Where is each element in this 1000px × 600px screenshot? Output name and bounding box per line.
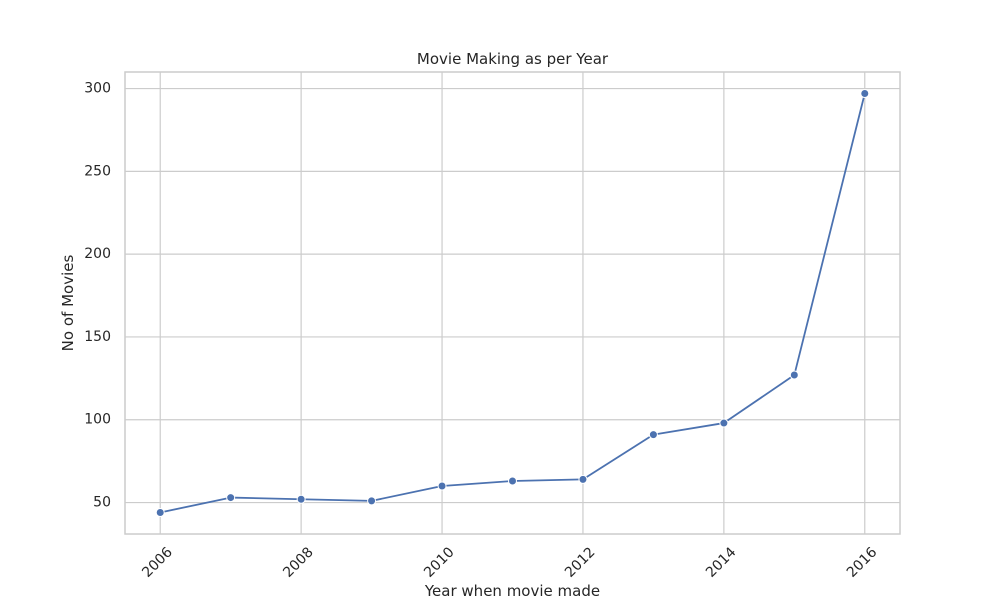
data-point	[860, 89, 870, 99]
y-tick-label: 250	[84, 163, 111, 179]
y-tick-label: 150	[84, 329, 111, 345]
series	[155, 89, 870, 517]
data-point	[155, 507, 165, 517]
data-point	[367, 496, 377, 506]
y-tick-label: 50	[93, 495, 111, 511]
x-tick-label: 2012	[562, 544, 599, 581]
y-axis-label: No of Movies	[59, 255, 77, 352]
data-point	[648, 430, 658, 440]
y-tick-label: 200	[84, 246, 111, 262]
x-tick-label: 2008	[280, 544, 317, 581]
data-point	[719, 418, 729, 428]
y-axis-ticks: 50 100 150 200 250 300	[84, 81, 111, 511]
x-axis-label: Year when movie made	[424, 582, 600, 600]
x-tick-label: 2010	[421, 544, 458, 581]
data-point	[296, 494, 306, 504]
data-point	[508, 476, 517, 486]
plot-frame	[124, 71, 901, 535]
y-tick-label: 300	[84, 81, 111, 97]
data-point	[789, 370, 799, 380]
x-tick-label: 2014	[703, 544, 740, 581]
x-tick-label: 2006	[139, 544, 176, 581]
y-tick-label: 100	[84, 412, 111, 428]
x-axis-ticks: 2006 2008 2010 2012 2014 2016	[139, 544, 880, 581]
data-point	[578, 474, 588, 484]
data-point	[437, 481, 447, 491]
grid	[125, 72, 900, 534]
data-point	[226, 493, 236, 503]
chart-title: Movie Making as per Year	[417, 50, 609, 68]
x-tick-label: 2016	[844, 544, 881, 581]
series-line	[160, 93, 866, 514]
